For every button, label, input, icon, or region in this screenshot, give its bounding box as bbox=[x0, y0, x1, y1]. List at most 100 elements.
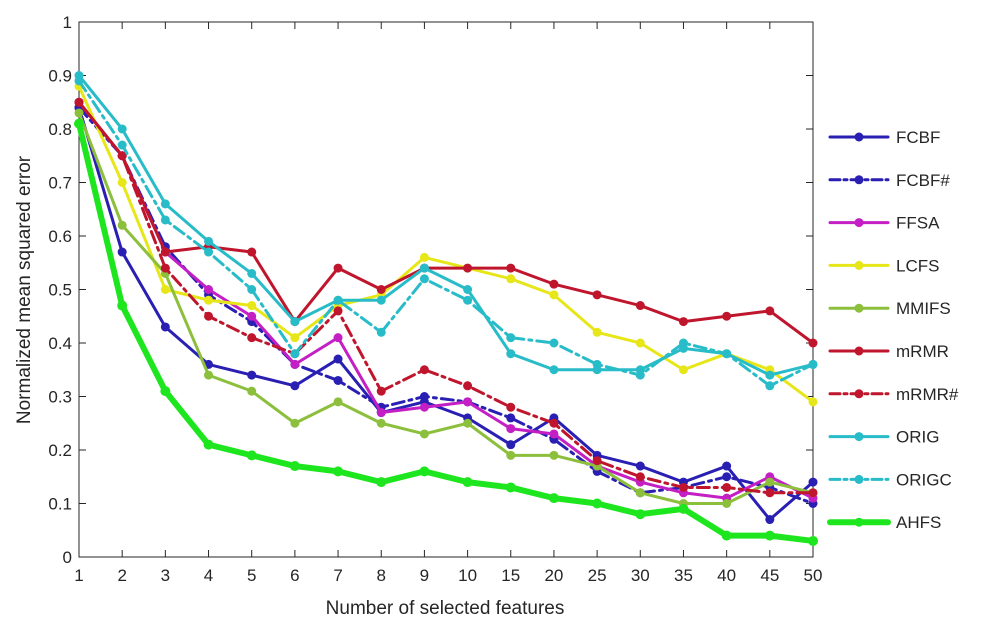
legend-label: mRMR# bbox=[896, 385, 959, 404]
data-point-ahfs bbox=[376, 477, 387, 488]
data-point-ffsa bbox=[247, 311, 257, 321]
data-point-lcfs bbox=[592, 327, 602, 337]
data-point-fcbf bbox=[722, 461, 732, 471]
data-point-ahfs bbox=[635, 509, 646, 520]
data-point-mmifs bbox=[765, 477, 775, 487]
y-tick-label: 0.1 bbox=[48, 495, 72, 514]
data-point-orig bbox=[247, 268, 257, 278]
data-point-lcfs bbox=[678, 365, 688, 375]
data-point-mrmr-sharp bbox=[376, 386, 386, 396]
legend-label: ORIGC bbox=[896, 470, 952, 489]
data-point-mrmr-sharp bbox=[678, 482, 688, 492]
data-point-mrmr bbox=[247, 247, 257, 257]
legend-marker bbox=[854, 303, 864, 313]
series-orig bbox=[74, 71, 818, 380]
data-point-origc bbox=[74, 76, 84, 86]
y-tick-label: 0.7 bbox=[48, 174, 72, 193]
data-point-origc bbox=[247, 285, 257, 294]
data-point-mrmr-sharp bbox=[204, 311, 214, 321]
legend-item-mrmr: mRMR bbox=[828, 342, 949, 361]
data-point-origc bbox=[808, 359, 818, 369]
data-point-mmifs bbox=[333, 397, 343, 407]
y-tick-label: 0.5 bbox=[48, 281, 72, 300]
data-point-mrmr-sharp bbox=[592, 456, 602, 466]
x-tick-label: 6 bbox=[290, 566, 299, 585]
data-point-origc bbox=[463, 295, 473, 305]
series-layer bbox=[74, 71, 818, 546]
data-point-ahfs bbox=[333, 466, 344, 477]
data-point-mrmr bbox=[160, 247, 170, 257]
data-point-mmifs bbox=[74, 108, 84, 118]
data-point-mrmr bbox=[506, 263, 516, 273]
data-point-fcbf bbox=[160, 322, 170, 332]
legend-marker bbox=[854, 389, 864, 399]
data-point-mrmr-sharp bbox=[635, 472, 645, 482]
data-point-ahfs bbox=[592, 498, 603, 509]
data-point-mrmr bbox=[678, 317, 688, 327]
data-point-mmifs bbox=[204, 370, 214, 380]
data-point-fcbf-sharp bbox=[722, 472, 732, 482]
data-point-mrmr-sharp bbox=[74, 97, 84, 107]
x-tick-label: 9 bbox=[420, 566, 429, 585]
y-axis-label: Normalized mean squared error bbox=[14, 155, 35, 424]
data-point-mmifs bbox=[722, 499, 732, 508]
data-point-ffsa bbox=[290, 359, 300, 369]
data-point-origc bbox=[549, 338, 559, 348]
data-point-ahfs bbox=[289, 461, 300, 472]
data-point-lcfs bbox=[204, 295, 214, 305]
series-mrmr-sharp bbox=[74, 97, 818, 498]
series-line-orig bbox=[77, 74, 815, 377]
legend-marker bbox=[854, 218, 864, 228]
data-point-origc bbox=[376, 327, 386, 337]
legend-marker bbox=[854, 132, 864, 142]
data-point-mmifs bbox=[635, 488, 645, 498]
data-point-fcbf-sharp bbox=[419, 392, 429, 401]
data-point-mrmr-sharp bbox=[117, 151, 127, 161]
x-tick-label: 40 bbox=[717, 566, 736, 585]
data-point-lcfs bbox=[290, 333, 300, 343]
data-point-ffsa bbox=[376, 408, 386, 418]
data-point-ahfs bbox=[160, 386, 171, 397]
legend-item-mrmr-sharp: mRMR# bbox=[828, 385, 959, 404]
data-point-orig bbox=[117, 124, 127, 134]
data-point-ahfs bbox=[764, 530, 775, 541]
legend-item-origc: ORIGC bbox=[828, 470, 952, 489]
data-point-orig bbox=[419, 263, 429, 273]
data-point-ffsa bbox=[204, 285, 214, 294]
data-point-lcfs bbox=[549, 290, 559, 300]
data-point-lcfs bbox=[419, 252, 429, 262]
x-tick-label: 20 bbox=[544, 566, 563, 585]
data-point-lcfs bbox=[635, 338, 645, 348]
data-point-origc bbox=[160, 215, 170, 225]
legend-item-ahfs: AHFS bbox=[827, 513, 941, 532]
data-point-mrmr-sharp bbox=[463, 381, 473, 391]
data-point-ffsa bbox=[549, 429, 559, 439]
data-point-origc bbox=[333, 295, 343, 305]
x-tick-label: 15 bbox=[501, 566, 520, 585]
data-point-orig bbox=[463, 285, 473, 294]
data-point-mrmr bbox=[463, 263, 473, 273]
x-tick-label: 1 bbox=[74, 566, 83, 585]
data-point-fcbf-sharp bbox=[506, 413, 516, 423]
data-point-orig bbox=[506, 349, 516, 359]
x-tick-label: 8 bbox=[377, 566, 386, 585]
data-point-lcfs bbox=[247, 301, 257, 311]
series-fcbf-sharp bbox=[74, 103, 818, 508]
x-tick-label: 10 bbox=[458, 566, 477, 585]
data-point-origc bbox=[117, 140, 127, 150]
data-point-ahfs bbox=[548, 493, 559, 504]
data-point-fcbf-sharp bbox=[333, 375, 343, 385]
data-point-mrmr-sharp bbox=[419, 365, 429, 375]
x-tick-label: 3 bbox=[161, 566, 170, 585]
data-point-fcbf bbox=[117, 247, 127, 257]
legend-item-fcbf: FCBF bbox=[828, 128, 940, 147]
data-point-ffsa bbox=[506, 424, 516, 434]
data-point-origc bbox=[419, 274, 429, 284]
legend-label: FCBF bbox=[896, 128, 940, 147]
data-point-orig bbox=[376, 295, 386, 305]
data-point-ahfs bbox=[117, 300, 128, 311]
data-point-mmifs bbox=[549, 450, 559, 460]
data-point-mrmr bbox=[765, 306, 775, 316]
x-tick-label: 5 bbox=[247, 566, 256, 585]
